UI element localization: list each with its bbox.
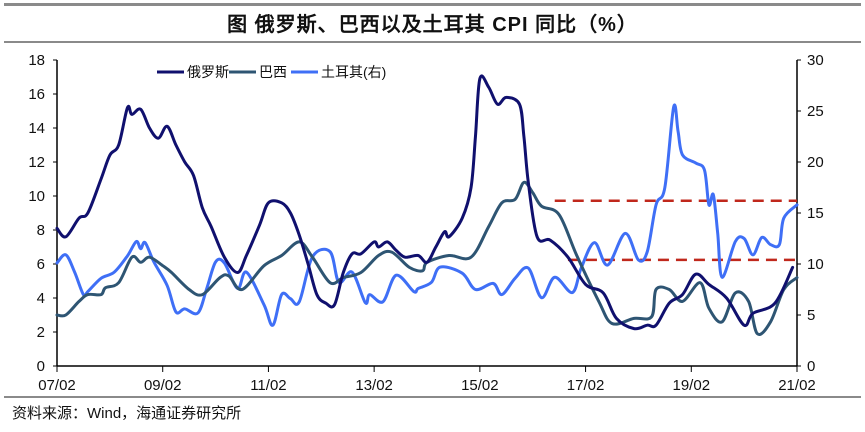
source-note: 资料来源：Wind，海通证券研究所: [12, 405, 242, 422]
y-right-tick-label: 15: [807, 205, 824, 222]
y-right-tick-label: 30: [807, 52, 824, 69]
title-rule: [4, 41, 861, 43]
top-rule: [4, 3, 861, 6]
y-left-tick-label: 14: [28, 120, 45, 137]
y-left-tick-label: 8: [37, 222, 45, 239]
axes: 0 2 4 6 8 10 12 14 16 18 0 5 10 15 20 25 30 07/02 09/02 11/…: [28, 52, 823, 394]
y-left-tick-label: 12: [28, 154, 45, 171]
legend: 俄罗斯 巴西 土耳其(右): [157, 64, 386, 80]
chart: 0 2 4 6 8 10 12 14 16 18 0 5 10 15 20 25 30 07/02 09/02 11/…: [28, 52, 823, 394]
y-right-tick-label: 0: [807, 358, 815, 375]
series-line-turkey: [55, 103, 799, 327]
y-left-tick-label: 6: [37, 256, 45, 273]
series-line-russia: [55, 74, 795, 331]
series-line-brazil: [55, 180, 799, 336]
legend-label-turkey: 土耳其(右): [321, 64, 386, 80]
x-tick-label: 17/02: [567, 377, 605, 394]
y-left-tick-label: 10: [28, 188, 45, 205]
x-tick-label: 09/02: [144, 377, 182, 394]
x-tick-label: 07/02: [38, 377, 76, 394]
chart-title: 图 俄罗斯、巴西以及土耳其 CPI 同比（%）: [227, 14, 638, 36]
y-right-tick-label: 25: [807, 103, 824, 120]
y-left-tick-label: 16: [28, 86, 45, 103]
y-left-tick-label: 0: [37, 358, 45, 375]
y-left-tick-label: 4: [37, 290, 45, 307]
y-right-tick-label: 5: [807, 307, 815, 324]
x-tick-label: 13/02: [355, 377, 393, 394]
y-right-tick-label: 20: [807, 154, 824, 171]
series-lines: [55, 74, 799, 336]
x-tick-label: 11/02: [250, 377, 286, 394]
legend-label-russia: 俄罗斯: [187, 64, 229, 80]
reference-lines: [554, 199, 797, 262]
y-right-tick-label: 10: [807, 256, 824, 273]
bottom-rule: [4, 396, 861, 398]
legend-label-brazil: 巴西: [259, 64, 287, 80]
y-left-tick-label: 18: [28, 52, 45, 69]
y-left-tick-label: 2: [37, 324, 45, 341]
x-tick-label: 19/02: [673, 377, 711, 394]
x-tick-label: 21/02: [778, 377, 816, 394]
x-tick-label: 15/02: [461, 377, 499, 394]
